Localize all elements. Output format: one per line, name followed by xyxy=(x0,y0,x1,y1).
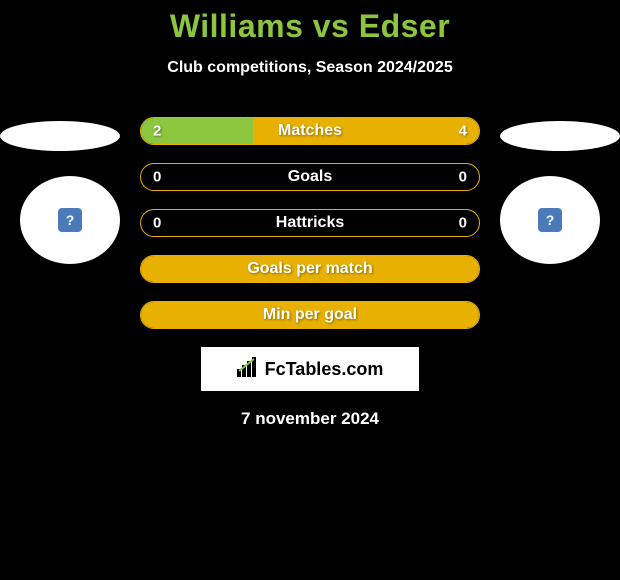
stat-val-left: 0 xyxy=(153,215,161,232)
stat-label: Hattricks xyxy=(276,214,344,232)
stat-val-left: 2 xyxy=(153,123,161,140)
stat-row-goals-per-match: Goals per match xyxy=(140,255,480,283)
subtitle: Club competitions, Season 2024/2025 xyxy=(0,59,620,77)
stats-container: 2 Matches 4 0 Goals 0 0 Hattricks 0 Goal… xyxy=(0,117,620,329)
logo-box: FcTables.com xyxy=(201,347,419,391)
stat-val-right: 0 xyxy=(459,169,467,186)
chart-icon xyxy=(237,357,261,382)
stat-row-hattricks: 0 Hattricks 0 xyxy=(140,209,480,237)
stat-label: Goals xyxy=(288,168,332,186)
stat-row-min-per-goal: Min per goal xyxy=(140,301,480,329)
stat-row-matches: 2 Matches 4 xyxy=(140,117,480,145)
stat-label: Goals per match xyxy=(247,260,372,278)
stat-val-left: 0 xyxy=(153,169,161,186)
stat-row-goals: 0 Goals 0 xyxy=(140,163,480,191)
logo-text: FcTables.com xyxy=(265,359,384,380)
date-line: 7 november 2024 xyxy=(0,409,620,429)
stat-label: Min per goal xyxy=(263,306,357,324)
stat-label: Matches xyxy=(278,122,342,140)
stat-val-right: 0 xyxy=(459,215,467,232)
page-title: Williams vs Edser xyxy=(0,0,620,45)
stat-val-right: 4 xyxy=(459,123,467,140)
